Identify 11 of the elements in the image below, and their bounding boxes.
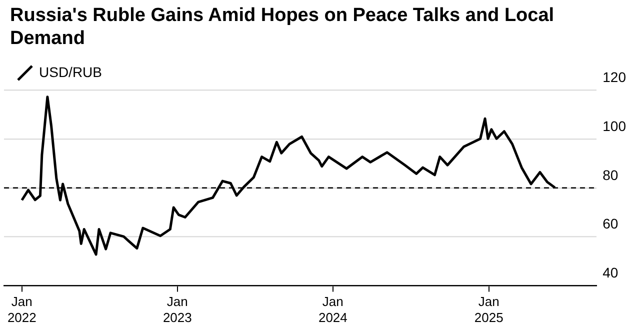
y-tick-label: 100 — [602, 118, 626, 134]
chart-title: Russia's Ruble Gains Amid Hopes on Peace Talks and Local Demand — [10, 4, 556, 50]
x-tick-label: Jan 2024 — [318, 294, 348, 325]
x-tick-label: Jan 2025 — [474, 294, 504, 325]
x-tick-label: Jan 2022 — [7, 294, 36, 325]
y-tick-label: 60 — [602, 216, 618, 232]
y-tick-label: 120 — [602, 68, 626, 85]
legend-label: USD/RUB — [39, 64, 102, 80]
y-tick-label: 80 — [602, 166, 618, 183]
x-tick-label: Jan 2023 — [162, 294, 192, 325]
y-tick-label: 40 — [602, 264, 618, 281]
